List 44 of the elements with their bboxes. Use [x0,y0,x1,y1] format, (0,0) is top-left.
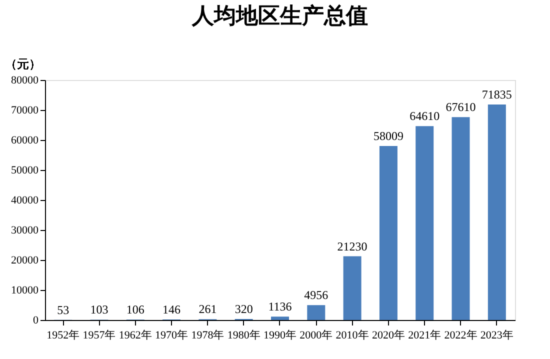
data-label: 4956 [304,288,328,302]
y-tick-label: 80000 [11,74,39,86]
y-tick-label: 50000 [11,164,39,176]
chart-title: 人均地区生产总值 [191,3,368,28]
x-tick-label: 2000年 [300,330,333,342]
x-tick-label: 1978年 [191,330,224,342]
y-axis-title: （元） [5,57,41,71]
x-tick-label: 2010年 [336,330,369,342]
bar [416,126,434,320]
data-label: 1136 [268,300,292,314]
x-tick-label: 1990年 [264,330,296,342]
x-tick-label: 1962年 [118,330,152,342]
x-tick-label: 1970年 [155,330,188,342]
y-tick-label: 10000 [11,284,39,296]
bar [307,305,326,320]
x-tick-label: 2022年 [444,330,478,342]
data-label: 261 [198,302,217,316]
y-tick-label: 0 [33,314,39,326]
bar [343,256,362,320]
data-label: 103 [90,302,108,317]
data-label: 320 [234,302,253,316]
y-tick-label: 70000 [11,104,39,116]
bar [488,104,506,320]
x-tick-label: 1980年 [227,330,260,342]
y-tick-label: 60000 [11,134,39,146]
data-label: 71835 [482,87,512,102]
y-tick-label: 30000 [11,224,39,236]
x-tick-label: 2023年 [480,330,514,342]
bar [271,316,289,320]
bar [379,146,398,320]
x-tick-label: 1952年 [46,330,80,342]
data-label: 64610 [410,109,440,124]
x-tick-label: 2020年 [372,330,405,342]
x-tick-label: 1957年 [82,330,116,342]
data-label: 67610 [446,100,476,114]
x-tick-label: 2021年 [408,330,442,342]
y-tick-label: 40000 [11,194,39,206]
data-label: 21230 [337,239,368,254]
data-label: 58009 [373,128,404,143]
data-label: 53 [57,302,70,317]
data-label: 106 [126,302,144,317]
data-label: 146 [162,302,181,317]
bar [452,117,470,320]
y-tick-label: 20000 [11,254,39,266]
